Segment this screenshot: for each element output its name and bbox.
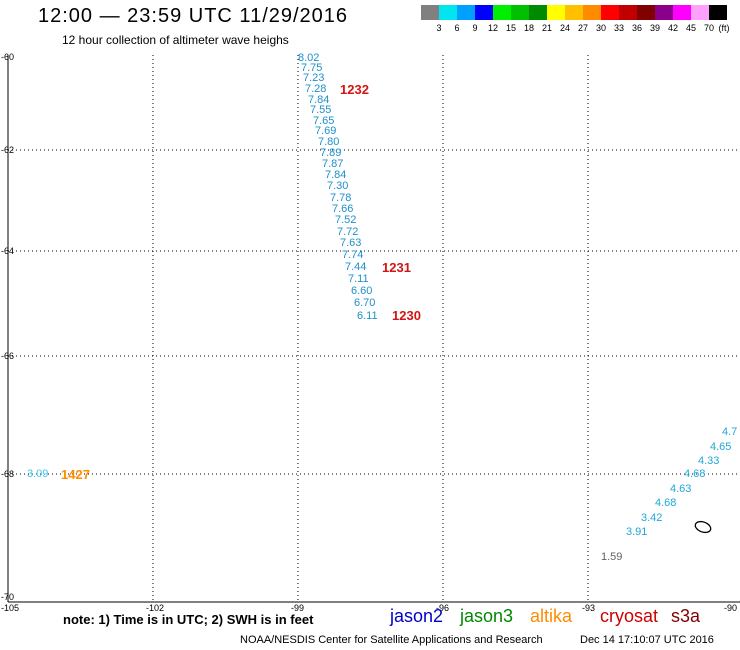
- lon-label: -99: [291, 603, 305, 613]
- credit-line: NOAA/NESDIS Center for Satellite Applica…: [240, 634, 543, 646]
- swh-value: 8.02: [298, 52, 320, 64]
- scale-tick: 9: [472, 23, 478, 33]
- swh-value: 7.52: [335, 214, 357, 226]
- swh-value: 4.68: [684, 468, 706, 480]
- swh-value: 3.91: [626, 526, 648, 538]
- swh-value: 7.44: [345, 261, 367, 273]
- scale-swatch: [637, 5, 655, 20]
- scale-tick: 39: [649, 23, 660, 33]
- time-tag: 1231: [382, 260, 411, 275]
- swh-value: 6.60: [351, 285, 373, 297]
- generated-timestamp: Dec 14 17:10:07 UTC 2016: [580, 634, 714, 646]
- lon-label: -96: [436, 603, 450, 613]
- scale-swatch: [457, 5, 475, 20]
- swh-value: 4.65: [710, 441, 732, 453]
- swh-value: 6.70: [354, 297, 376, 309]
- mission-legend-s3a: s3a: [671, 606, 701, 626]
- scale-tick: 36: [631, 23, 642, 33]
- swh-value: 7.11: [348, 273, 369, 285]
- swh-value: 7.74: [342, 249, 364, 261]
- swh-value: 7.28: [305, 83, 327, 95]
- swh-value: 4.63: [670, 483, 692, 495]
- lat-label: -70: [1, 592, 15, 602]
- time-tag: 1230: [392, 308, 421, 323]
- swh-value: 7.30: [327, 180, 349, 192]
- scale-tick: 15: [505, 23, 516, 33]
- swh-value: 7.89: [320, 147, 342, 159]
- swh-value: 7.69: [315, 125, 337, 137]
- swh-value: 7.84: [325, 169, 347, 181]
- footer-note: note: 1) Time is in UTC; 2) SWH is in fe…: [63, 612, 314, 627]
- island-outline: [694, 520, 712, 534]
- scale-swatch: [619, 5, 637, 20]
- swh-value: 1.59: [601, 551, 623, 563]
- map-title: 12:00 — 23:59 UTC 11/29/2016: [38, 5, 349, 27]
- lat-label: -68: [1, 469, 15, 479]
- scale-swatch: [439, 5, 457, 20]
- scale-swatch: [655, 5, 673, 20]
- scale-swatch: [691, 5, 709, 20]
- swh-value: 4.68: [655, 497, 677, 509]
- swh-value: 7.80: [318, 136, 340, 148]
- swh-value: 3.42: [641, 512, 663, 524]
- scale-tick: 3: [436, 23, 442, 33]
- scale-swatch: [583, 5, 601, 20]
- map-subtitle: 12 hour collection of altimeter wave hei…: [62, 33, 289, 47]
- scale-tick: 6: [454, 23, 460, 33]
- time-tag-altika: 1427: [61, 467, 90, 482]
- scale-swatch: [547, 5, 565, 20]
- swh-value: 7.55: [310, 104, 332, 116]
- scale-tick: 24: [559, 23, 570, 33]
- swh-value: 7.72: [337, 226, 359, 238]
- scale-swatch: [565, 5, 583, 20]
- swh-value: 7.75: [301, 62, 323, 74]
- lat-label: -66: [1, 351, 15, 361]
- swh-value: 7.23: [303, 72, 325, 84]
- scale-tick: 27: [577, 23, 588, 33]
- scale-tick: 30: [595, 23, 606, 33]
- mission-legend-jason2: jason2: [390, 606, 444, 626]
- swh-value: 3.09: [27, 468, 49, 480]
- scale-tick: 33: [613, 23, 624, 33]
- swh-value: 4.7: [722, 426, 738, 438]
- scale-swatch: [601, 5, 619, 20]
- swh-value: 7.87: [322, 158, 344, 170]
- scale-tick: 70: [703, 23, 714, 33]
- scale-tick: 21: [541, 23, 552, 33]
- scale-unit: (ft): [718, 23, 730, 33]
- mission-legend-cryosat: cryosat: [600, 606, 659, 626]
- scale-swatch: [421, 5, 439, 20]
- scale-swatch: [493, 5, 511, 20]
- scale-swatch: [475, 5, 493, 20]
- scale-tick: 18: [523, 23, 534, 33]
- scale-swatch: [673, 5, 691, 20]
- swh-value: 7.66: [332, 203, 354, 215]
- swh-value: 7.78: [330, 192, 352, 204]
- scale-swatch: [709, 5, 727, 20]
- lon-label: -93: [582, 603, 596, 613]
- lat-label: -64: [1, 246, 15, 256]
- swh-value: 6.11: [357, 310, 378, 322]
- time-tag: 1232: [340, 82, 369, 97]
- scale-swatch: [511, 5, 529, 20]
- scale-swatch: [529, 5, 547, 20]
- lon-label: -105: [1, 603, 20, 613]
- lat-label: -60: [1, 52, 15, 62]
- mission-legend-jason3: jason3: [460, 606, 514, 626]
- lon-label: -102: [146, 603, 165, 613]
- swh-value: 7.84: [308, 94, 330, 106]
- scale-tick: 42: [667, 23, 678, 33]
- swh-value: 4.33: [698, 455, 720, 467]
- swh-value: 7.63: [340, 237, 362, 249]
- swh-value: 7.65: [313, 115, 335, 127]
- mission-legend-altika: altika: [530, 606, 573, 626]
- scale-tick: 45: [685, 23, 696, 33]
- lat-label: -62: [1, 145, 15, 155]
- lon-label: -90: [724, 603, 738, 613]
- scale-tick: 12: [487, 23, 498, 33]
